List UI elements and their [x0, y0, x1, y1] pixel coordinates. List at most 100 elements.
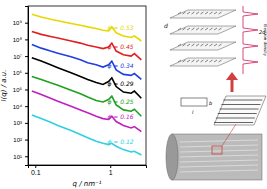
y-tick-mark: [25, 156, 28, 157]
fibril: [220, 109, 259, 110]
molecule: [187, 44, 190, 46]
y-tick-label: 10⁷: [13, 54, 22, 60]
y-tick-label: 10¹: [13, 154, 22, 160]
molecule: [210, 28, 213, 30]
cylinder-body: [172, 134, 262, 180]
y-tick-label: 10⁶: [13, 70, 23, 76]
series-label: ϕ = 0.12: [107, 138, 133, 146]
molecule: [219, 12, 222, 14]
length-label: l: [192, 109, 194, 115]
molecule: [214, 44, 217, 46]
fiber: [180, 165, 258, 167]
layer: [170, 58, 236, 66]
series-label: ϕ = 0.45: [107, 43, 133, 51]
molecule: [196, 28, 199, 30]
y-tick-label: 10²: [13, 137, 22, 143]
molecule: [214, 28, 217, 30]
molecule: [196, 60, 199, 62]
fiber: [180, 150, 258, 152]
molecule: [210, 60, 213, 62]
layer: [170, 10, 236, 18]
molecule: [178, 28, 181, 30]
double-spacing-label: 2d: [259, 29, 266, 35]
series-label: ϕ = 0.29: [107, 80, 133, 88]
molecule: [210, 12, 213, 14]
molecule: [205, 28, 208, 30]
y-tick-mark: [25, 23, 28, 24]
molecule: [210, 44, 213, 46]
molecule: [187, 60, 190, 62]
molecule: [178, 60, 181, 62]
fibril: [221, 104, 260, 105]
y-tick-label: 10⁸: [13, 37, 23, 43]
series-label: ϕ = 0.16: [107, 113, 133, 121]
y-tick-label: 10⁴: [13, 104, 23, 110]
y-tick: 10⁷: [13, 54, 28, 60]
y-tick-mark: [25, 56, 28, 57]
y-tick: 10⁴: [13, 104, 28, 110]
molecule: [183, 44, 186, 46]
series-label: ϕ = 0.34: [107, 62, 133, 70]
series-label: ϕ = 0.53: [107, 24, 133, 32]
density-profile: [243, 6, 258, 74]
molecule: [219, 60, 222, 62]
x-tick-label: 1: [109, 169, 113, 176]
molecule: [201, 12, 204, 14]
spacing-label: d: [164, 22, 168, 29]
fiber: [180, 170, 258, 172]
fiber: [180, 160, 258, 162]
y-tick-label: 10³: [13, 120, 22, 126]
series-line: [32, 115, 142, 155]
molecule: [219, 28, 222, 30]
molecule: [183, 60, 186, 62]
layer: [170, 26, 236, 34]
y-tick-mark: [25, 140, 28, 141]
y-tick: 10⁵: [13, 87, 28, 93]
molecule: [205, 12, 208, 14]
molecule: [201, 28, 204, 30]
fiber: [180, 140, 258, 142]
y-tick: 10⁸: [13, 37, 28, 43]
schematic: dElectron density2dlb: [164, 6, 267, 180]
molecule: [214, 60, 217, 62]
molecule: [196, 12, 199, 14]
molecule-box: [181, 98, 207, 106]
arrow-head: [226, 72, 238, 80]
series-line: [32, 76, 142, 116]
y-tick-mark: [25, 106, 28, 107]
layer: [170, 42, 236, 50]
y-tick: 10¹: [13, 154, 28, 160]
y-tick-mark: [25, 123, 28, 124]
y-tick-mark: [25, 39, 28, 40]
fiber: [180, 155, 258, 157]
plot-frame: [28, 6, 146, 165]
molecule: [183, 28, 186, 30]
series-label: ϕ = 0.25: [107, 98, 133, 106]
arrow: [231, 78, 234, 92]
y-tick-label: 10⁵: [13, 87, 23, 93]
fibril: [214, 122, 253, 123]
molecule: [205, 60, 208, 62]
x-tick: 0.1: [31, 165, 41, 176]
x-tick-mark: [35, 165, 36, 168]
y-tick: 10²: [13, 137, 28, 143]
cylinder-end: [166, 134, 178, 180]
series-line: [32, 31, 142, 59]
x-axis-title: q / nm⁻¹: [72, 180, 101, 188]
y-tick: 10³: [13, 120, 28, 126]
molecule: [192, 60, 195, 62]
x-axis: 0.11: [29, 165, 147, 176]
y-axis-title: I(q) / a.u.: [0, 70, 8, 102]
series-line: [32, 91, 142, 132]
y-tick-mark: [25, 73, 28, 74]
molecule: [183, 12, 186, 14]
molecule: [192, 28, 195, 30]
molecule: [187, 12, 190, 14]
width-label: b: [209, 100, 212, 106]
y-tick-mark: [25, 89, 28, 90]
x-tick-mark: [110, 165, 111, 168]
molecule: [192, 44, 195, 46]
x-tick: 1: [109, 165, 113, 176]
molecule: [192, 12, 195, 14]
x-axis-line: [29, 166, 147, 169]
